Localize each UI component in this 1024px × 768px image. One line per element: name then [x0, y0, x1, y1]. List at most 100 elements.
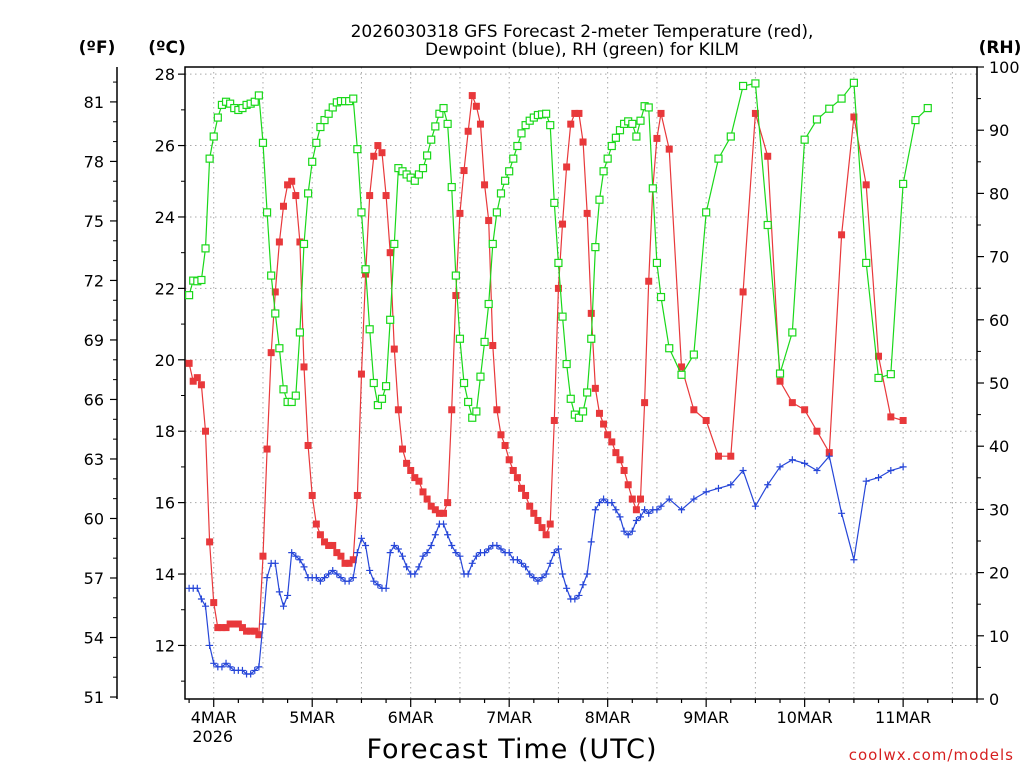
- temperature-point: [378, 149, 386, 157]
- temperature-point: [374, 142, 382, 150]
- dewpoint-point: [505, 549, 513, 557]
- temperature-point: [690, 406, 698, 414]
- dewpoint-point: [193, 584, 201, 592]
- dewpoint-point: [887, 466, 895, 474]
- temperature-point: [435, 509, 443, 517]
- fahrenheit-tick-label: 54: [84, 629, 104, 648]
- dewpoint-point: [583, 570, 591, 578]
- rh-point: [899, 179, 908, 189]
- rh-point: [611, 133, 620, 142]
- dewpoint-point: [862, 477, 870, 485]
- rh-point: [476, 372, 485, 381]
- dewpoint-point: [206, 641, 214, 649]
- rh-point: [427, 135, 436, 144]
- rh-point: [599, 167, 608, 176]
- rh-point: [849, 78, 858, 87]
- temperature-point: [193, 374, 201, 382]
- temperature-point: [571, 109, 579, 117]
- rh-point: [677, 370, 686, 379]
- dewpoint-point: [472, 552, 480, 560]
- rh-point: [275, 344, 284, 353]
- rh-point: [488, 239, 497, 249]
- dewpoint-point: [464, 570, 472, 578]
- rh-point: [825, 104, 834, 113]
- x-tick-label: 10MAR: [777, 708, 833, 727]
- rh-point: [295, 328, 305, 337]
- temperature-point: [185, 359, 193, 367]
- fahrenheit-tick-label: 66: [84, 390, 104, 409]
- rh-point: [386, 315, 395, 324]
- temperature-point: [403, 459, 411, 467]
- dewpoint-point: [554, 545, 562, 553]
- rh-point: [267, 271, 276, 280]
- temperature-point: [226, 620, 234, 628]
- rh-point: [423, 151, 432, 160]
- watermark: coolwx.com/models: [849, 746, 1014, 764]
- rh-point: [738, 81, 748, 91]
- fahrenheit-tick-label: 72: [84, 271, 104, 290]
- dewpoint-point: [197, 595, 205, 603]
- rh-point: [546, 121, 555, 130]
- temperature-point: [481, 181, 489, 189]
- rh-point: [800, 135, 809, 144]
- temperature-point: [284, 181, 292, 189]
- dewpoint-point: [776, 463, 784, 471]
- rh-point: [308, 157, 317, 166]
- rh-point: [578, 407, 588, 416]
- rh-tick-label: 50: [989, 374, 1009, 393]
- rh-unit-label: (RH): [979, 38, 1022, 58]
- rh-point: [587, 334, 596, 343]
- temperature-point: [637, 495, 645, 503]
- dewpoint-point: [238, 666, 246, 674]
- dewpoint-point: [210, 659, 218, 667]
- temperature-point: [600, 420, 608, 428]
- celsius-tick-label: 18: [155, 422, 175, 441]
- x-tick-label: 6MAR: [388, 708, 434, 727]
- rh-point: [390, 239, 399, 249]
- rh-point: [451, 271, 460, 280]
- fahrenheit-tick-label: 81: [84, 93, 104, 112]
- dewpoint-point: [279, 602, 287, 610]
- rh-point: [615, 126, 625, 135]
- rh-point: [874, 373, 883, 383]
- x-tick-label: 7MAR: [486, 708, 532, 727]
- rh-point: [726, 132, 735, 141]
- rh-point: [505, 167, 514, 176]
- rh-point: [299, 239, 309, 249]
- temperature-point: [899, 416, 907, 424]
- temperature-point: [653, 134, 661, 142]
- temperature-point: [505, 456, 513, 464]
- dewpoint-point: [641, 506, 649, 514]
- temperature-point: [255, 631, 263, 639]
- rh-point: [209, 132, 218, 141]
- dewpoint-point: [337, 574, 345, 582]
- rh-point: [369, 378, 378, 388]
- fahrenheit-tick-label: 57: [84, 569, 104, 588]
- dewpoint-point: [624, 531, 632, 539]
- temperature-point: [202, 427, 210, 435]
- dewpoint-point: [690, 495, 698, 503]
- temperature-point: [595, 409, 603, 417]
- dewpoint-point: [292, 552, 300, 560]
- dewpoint-point: [386, 549, 394, 557]
- temperature-point: [554, 284, 562, 292]
- temperature-point: [197, 381, 205, 389]
- x-tick-label: 11MAR: [875, 708, 931, 727]
- rh-point: [414, 170, 424, 179]
- temperature-point: [247, 627, 255, 635]
- temperature-point: [624, 481, 632, 489]
- temperature-point: [234, 620, 242, 628]
- temperature-point: [612, 449, 620, 457]
- rh-point: [201, 244, 210, 253]
- temperature-point: [764, 152, 772, 160]
- series-line: [188, 81, 929, 420]
- dewpoint-point: [271, 559, 279, 567]
- dewpoint-point: [218, 663, 226, 671]
- temperature-point: [575, 109, 583, 117]
- temperature-point: [251, 627, 259, 635]
- rh-point: [349, 94, 358, 103]
- temperature-point: [189, 377, 197, 385]
- temperature-point: [222, 624, 230, 632]
- rh-point: [632, 132, 641, 141]
